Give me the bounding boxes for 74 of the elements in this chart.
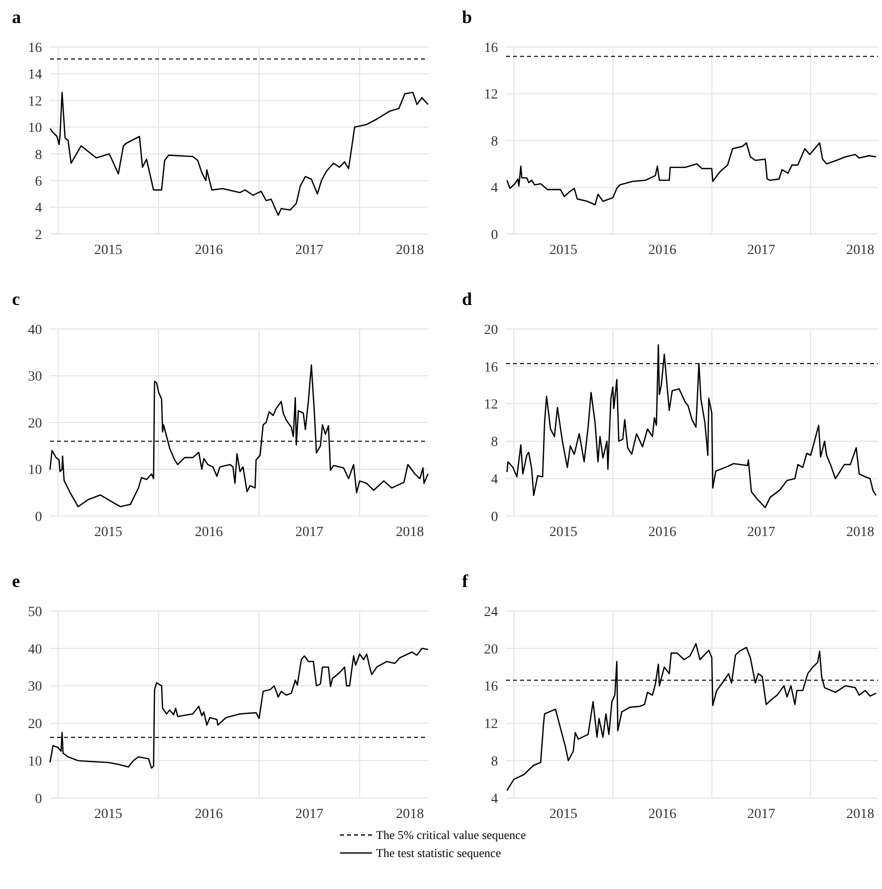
y-tick-label: 6 [35, 174, 42, 190]
x-tick-label: 2017 [747, 243, 776, 258]
x-tick-label: 2016 [194, 525, 223, 540]
y-tick-label: 20 [28, 717, 42, 732]
y-tick-label: 16 [484, 360, 498, 376]
y-tick-label: 20 [484, 642, 498, 658]
y-tick-label: 4 [491, 181, 498, 196]
y-tick-label: 40 [28, 642, 42, 658]
y-tick-label: 16 [484, 680, 498, 695]
y-tick-label: 30 [28, 680, 42, 695]
x-tick-label: 2017 [747, 525, 776, 540]
y-tick-label: 10 [28, 463, 42, 478]
chart-title: c [12, 289, 20, 309]
y-tick-label: 12 [484, 398, 498, 413]
x-tick-label: 2015 [549, 525, 578, 540]
x-tick-label: 2015 [94, 243, 122, 258]
x-tick-label: 2017 [295, 807, 324, 822]
chart-title: a [12, 7, 21, 27]
y-tick-label: 8 [35, 148, 42, 163]
legend-label: The 5% critical value sequence [376, 828, 526, 842]
x-tick-label: 2016 [194, 807, 223, 822]
x-tick-label: 2016 [648, 243, 676, 258]
x-tick-label: 2016 [194, 243, 223, 258]
y-tick-label: 16 [28, 40, 42, 56]
y-tick-label: 12 [28, 94, 42, 110]
x-tick-label: 2018 [396, 807, 424, 822]
line-series [506, 643, 877, 792]
x-tick-label: 2018 [396, 525, 424, 540]
y-tick-label: 4 [35, 201, 42, 216]
chart-title: f [462, 571, 469, 591]
y-tick-label: 10 [28, 121, 42, 136]
y-tick-label: 0 [35, 792, 42, 807]
chart-title: d [462, 289, 472, 309]
y-tick-label: 50 [28, 604, 42, 620]
x-tick-label: 2018 [396, 243, 424, 258]
x-tick-label: 2015 [94, 807, 122, 822]
x-tick-label: 2017 [295, 525, 324, 540]
x-tick-label: 2015 [549, 243, 578, 258]
line-series [49, 364, 429, 508]
y-tick-label: 0 [491, 228, 498, 243]
x-tick-label: 2018 [846, 243, 874, 258]
y-tick-label: 16 [484, 40, 498, 56]
y-tick-label: 14 [28, 68, 42, 83]
x-tick-label: 2015 [549, 807, 578, 822]
line-series [49, 92, 429, 216]
chart-title: b [462, 7, 472, 27]
y-tick-label: 24 [484, 604, 498, 620]
legend-label: The test statistic sequence [376, 846, 501, 860]
y-tick-label: 10 [28, 754, 42, 770]
y-tick-label: 0 [35, 510, 42, 525]
y-tick-label: 30 [28, 370, 42, 385]
x-tick-label: 2018 [846, 525, 874, 540]
y-tick-label: 20 [484, 322, 498, 338]
line-series [49, 648, 429, 769]
y-tick-label: 8 [491, 754, 498, 770]
line-series [506, 344, 877, 508]
chart-title: e [12, 571, 20, 591]
x-tick-label: 2015 [94, 525, 122, 540]
y-tick-label: 12 [484, 717, 498, 732]
y-tick-label: 8 [491, 435, 498, 450]
y-tick-label: 4 [491, 792, 498, 807]
y-tick-label: 40 [28, 322, 42, 338]
line-series [506, 142, 877, 206]
x-tick-label: 2017 [747, 807, 776, 822]
y-tick-label: 4 [491, 472, 498, 488]
y-tick-label: 12 [484, 88, 498, 103]
x-tick-label: 2016 [648, 525, 676, 540]
y-tick-label: 0 [491, 510, 498, 525]
x-tick-label: 2017 [295, 243, 324, 258]
x-tick-label: 2018 [846, 807, 874, 822]
y-tick-label: 8 [491, 134, 498, 150]
y-tick-label: 2 [35, 228, 42, 243]
x-tick-label: 2016 [648, 807, 676, 822]
y-tick-label: 20 [28, 416, 42, 432]
